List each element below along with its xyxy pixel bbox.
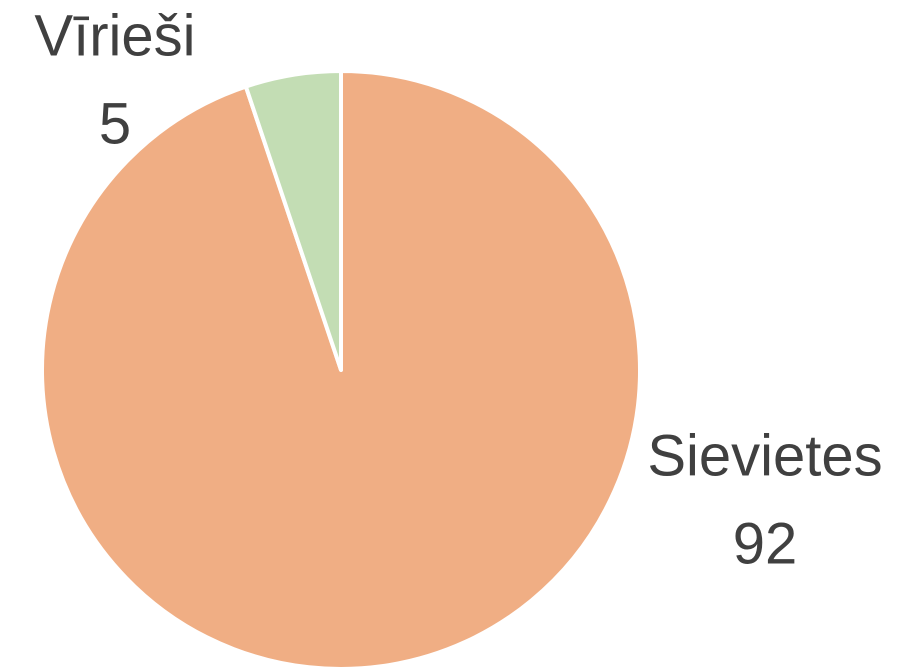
category-label: Vīrieši [34,3,195,68]
value-label: 5 [99,91,131,156]
value-label: 92 [733,511,798,576]
pie-slice [243,69,343,372]
category-label: Sievietes [647,423,882,488]
